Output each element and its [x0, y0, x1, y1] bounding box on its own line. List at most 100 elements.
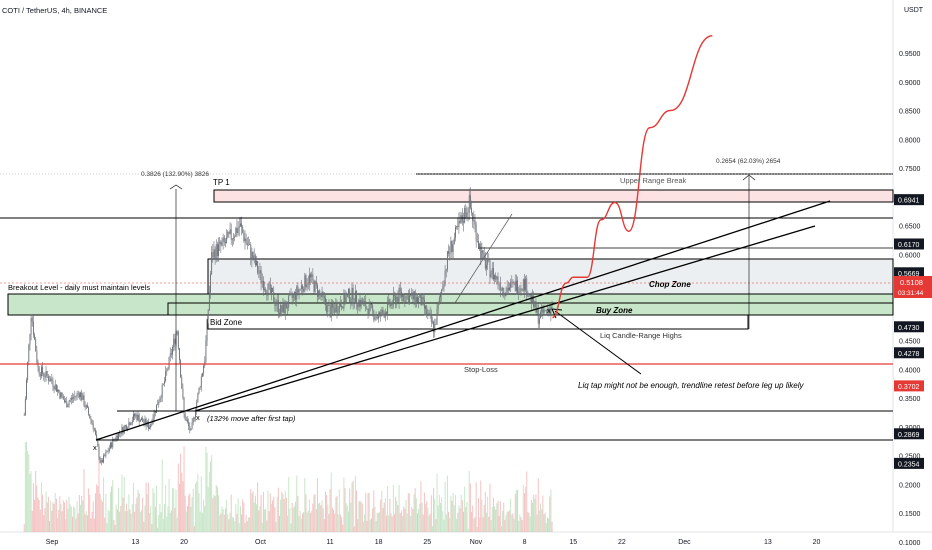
volume-bar: [452, 493, 454, 532]
volume-bar: [351, 482, 353, 532]
candle-body: [305, 275, 307, 288]
candle-body: [84, 405, 86, 408]
chop-zone[interactable]: [207, 258, 894, 296]
candle-body: [306, 284, 308, 288]
volume-bar: [23, 524, 25, 532]
volume-bar: [525, 486, 527, 532]
volume-bar: [361, 503, 363, 532]
volume-bar: [270, 503, 272, 532]
candle-body: [489, 260, 491, 278]
candle-body: [34, 334, 35, 340]
candle-body: [151, 423, 153, 425]
price-tick: 0.1000: [899, 540, 921, 547]
candle-body: [149, 427, 150, 429]
volume-bar: [400, 510, 402, 532]
volume-bar: [486, 512, 487, 532]
candle-body: [534, 301, 536, 307]
date-tick: 13: [132, 539, 140, 546]
candle-body: [323, 296, 325, 298]
candle-body: [52, 381, 54, 387]
price-axis[interactable]: 0.9500 0.9000 0.8500 0.8000 0.7500 0.6500 0.60…: [899, 51, 921, 547]
candle-body: [87, 405, 88, 408]
time-axis[interactable]: Sep 13 20 Oct 11 18 25 Nov 8 15 22 Dec 13 20: [46, 539, 821, 546]
volume-bar: [287, 515, 289, 532]
volume-bar: [540, 503, 542, 532]
trendline-lower[interactable]: [95, 200, 831, 441]
candle-body: [127, 427, 129, 430]
candle-body: [403, 294, 405, 301]
volume-bar: [374, 506, 376, 532]
candle-body: [174, 338, 176, 345]
volume-bar: [437, 505, 439, 532]
volume-bar: [276, 496, 278, 532]
tp1-zone[interactable]: [213, 189, 894, 203]
candle-body: [520, 288, 522, 290]
volume-bar: [491, 507, 493, 532]
level-badge: [894, 238, 924, 250]
level-badge-label: 0.4730: [898, 325, 920, 332]
volume-bar: [176, 517, 178, 532]
candle-body: [226, 237, 228, 244]
candle-body: [280, 304, 282, 314]
volume-bar: [274, 507, 276, 532]
volume-bar: [337, 514, 339, 532]
volume-bar: [316, 478, 318, 532]
candle-body: [349, 289, 351, 303]
volume-bar: [126, 503, 128, 532]
volume-bar: [195, 483, 197, 532]
volume-bar: [360, 501, 362, 532]
volume-bar: [222, 509, 224, 532]
volume-bar: [58, 510, 60, 532]
candle-body: [257, 261, 259, 273]
candle-body: [161, 384, 163, 398]
candle-body: [345, 296, 347, 304]
volume-bar: [269, 493, 271, 532]
candle-body: [39, 374, 41, 377]
volume-bar: [371, 518, 372, 532]
volume-bar: [377, 512, 379, 532]
candle-body: [397, 297, 399, 302]
volume-bar: [541, 509, 543, 532]
volume-bar: [150, 505, 152, 532]
candle-body: [325, 297, 326, 305]
candle-body: [414, 291, 416, 305]
candle-body: [165, 371, 167, 382]
candle-body: [322, 291, 324, 297]
candle-body: [183, 397, 185, 415]
volume-bar: [229, 512, 231, 532]
candle-body: [409, 295, 410, 304]
volume-bar: [46, 502, 48, 532]
volume-bar: [472, 505, 474, 532]
candle-body: [96, 434, 98, 440]
volume-bar: [66, 500, 68, 532]
volume-bar: [427, 507, 429, 532]
candle-body: [100, 460, 102, 463]
volume-bar: [335, 497, 337, 532]
price-tick: 0.6000: [899, 252, 921, 259]
trendline-upper[interactable]: [194, 225, 816, 412]
volume-bar: [257, 482, 259, 532]
candle-body: [274, 302, 276, 306]
volume-bar: [80, 504, 82, 532]
candle-body: [428, 312, 430, 314]
candle-body: [499, 284, 501, 291]
candle-body: [352, 288, 354, 304]
volume-bar: [204, 505, 206, 532]
volume-bar: [476, 527, 478, 532]
candle-body: [99, 457, 101, 463]
candle-body: [442, 287, 444, 290]
volume-bar: [298, 516, 300, 532]
projection-path[interactable]: [552, 35, 713, 319]
candle-body: [350, 299, 352, 303]
volume-bar: [100, 499, 102, 532]
volume-bar: [382, 507, 384, 532]
volume-bar: [146, 494, 148, 532]
candle-body: [266, 292, 268, 296]
candle-body: [113, 439, 115, 440]
volume-bar: [31, 511, 33, 532]
volume-bar: [26, 442, 27, 532]
candle-body: [446, 251, 448, 270]
candle-body: [50, 378, 52, 382]
candle-body: [505, 291, 507, 296]
